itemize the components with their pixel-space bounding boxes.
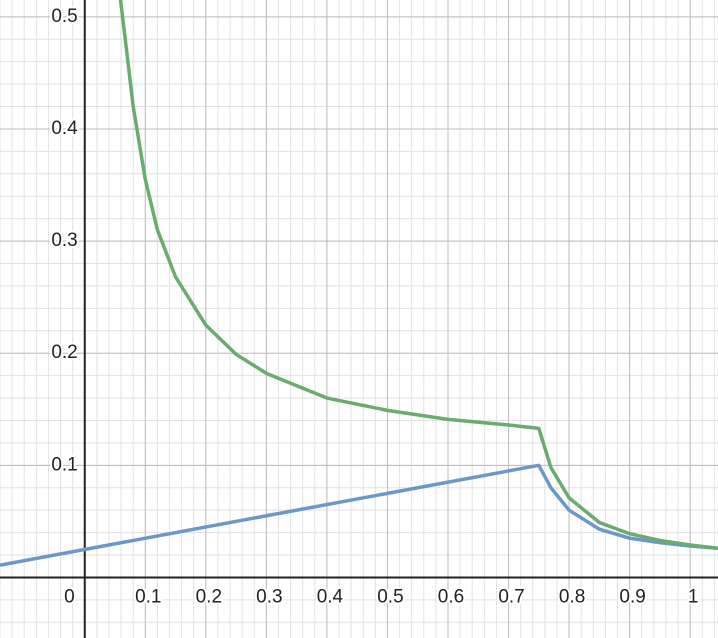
x-tick-label: 0.3: [256, 586, 282, 607]
series-line: [118, 0, 718, 551]
plot-area: [0, 0, 718, 567]
y-tick-label: 0.4: [51, 118, 78, 139]
x-tick-label: 0.6: [438, 586, 464, 607]
x-tick-label: 0.1: [135, 586, 161, 607]
origin-label: 0: [64, 586, 75, 607]
x-tick-label: 0.8: [559, 586, 585, 607]
series-line: [0, 463, 718, 567]
labels: 0.1 0.2 0.3 0.4 0.5 0.6 0.7 0.8 0.9 1 0.1 0.2 0.3 0.4…: [49, 4, 700, 610]
y-tick-label: 0.1: [51, 454, 77, 475]
x-tick-label: 0.9: [619, 586, 645, 607]
x-tick-label: 0.7: [498, 586, 524, 607]
y-tick-label: 0.3: [51, 230, 77, 251]
x-tick-label: 1: [688, 586, 699, 607]
y-tick-label: 0.5: [51, 6, 77, 27]
x-tick-label: 0.5: [377, 586, 403, 607]
y-tick-label: 0.2: [51, 342, 77, 363]
x-tick-label: 0.2: [196, 586, 222, 607]
x-tick-label: 0.4: [317, 586, 344, 607]
